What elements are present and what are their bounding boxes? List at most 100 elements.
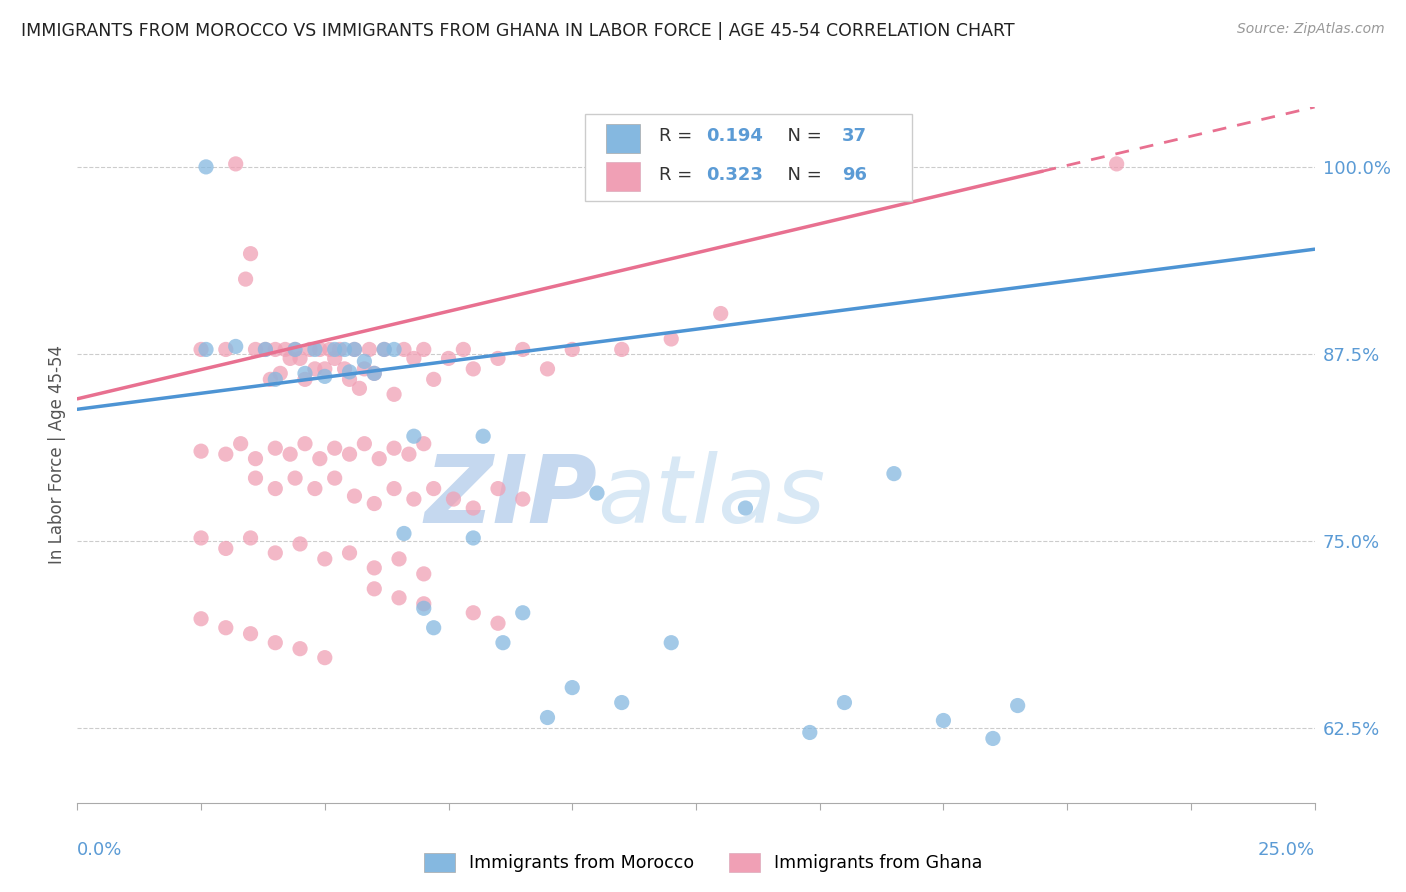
Text: 37: 37 <box>842 127 868 145</box>
Point <box>284 343 307 357</box>
Text: N =: N = <box>776 166 828 184</box>
Legend: Immigrants from Morocco, Immigrants from Ghana: Immigrants from Morocco, Immigrants from… <box>416 846 990 879</box>
Point <box>333 343 356 357</box>
Point <box>412 343 434 357</box>
Point <box>323 471 346 485</box>
Point <box>412 566 434 581</box>
Point <box>486 351 509 366</box>
Point <box>225 157 247 171</box>
Point <box>463 531 485 545</box>
Point <box>512 343 534 357</box>
Point <box>195 160 218 174</box>
Point <box>215 621 238 635</box>
Point <box>710 306 733 320</box>
FancyBboxPatch shape <box>585 114 912 201</box>
Point <box>284 471 307 485</box>
Text: 96: 96 <box>842 166 868 184</box>
Point <box>308 343 330 357</box>
Point <box>382 343 405 357</box>
Point <box>363 497 385 511</box>
Point <box>453 343 475 357</box>
Point <box>264 482 287 496</box>
Point <box>239 626 262 640</box>
Point <box>561 681 583 695</box>
Point <box>278 351 301 366</box>
Text: IMMIGRANTS FROM MOROCCO VS IMMIGRANTS FROM GHANA IN LABOR FORCE | AGE 45-54 CORR: IMMIGRANTS FROM MOROCCO VS IMMIGRANTS FR… <box>21 22 1015 40</box>
Point <box>398 447 420 461</box>
Point <box>339 365 361 379</box>
Point <box>359 343 381 357</box>
Point <box>339 372 361 386</box>
Point <box>392 526 415 541</box>
Point <box>254 343 277 357</box>
Point <box>329 343 352 357</box>
Point <box>269 367 291 381</box>
Text: 0.194: 0.194 <box>706 127 762 145</box>
Point <box>245 471 267 485</box>
Text: 0.0%: 0.0% <box>77 841 122 859</box>
Point <box>215 343 238 357</box>
Point <box>363 561 385 575</box>
Point <box>834 696 856 710</box>
Point <box>239 246 262 260</box>
Point <box>294 367 316 381</box>
Point <box>288 641 311 656</box>
Point <box>314 650 336 665</box>
Point <box>402 491 425 506</box>
Point <box>254 343 277 357</box>
Point <box>373 343 395 357</box>
Point <box>512 606 534 620</box>
Point <box>319 343 342 357</box>
Point <box>492 636 515 650</box>
Point <box>239 531 262 545</box>
Point <box>259 372 281 386</box>
Point <box>1007 698 1029 713</box>
Point <box>190 343 212 357</box>
Point <box>190 612 212 626</box>
Text: ZIP: ZIP <box>425 450 598 542</box>
Point <box>486 616 509 631</box>
Point <box>368 451 391 466</box>
Point <box>304 343 326 357</box>
Point <box>353 354 375 368</box>
Point <box>274 343 297 357</box>
Point <box>586 486 609 500</box>
Point <box>412 597 434 611</box>
Point <box>323 351 346 366</box>
Point <box>314 362 336 376</box>
Point <box>264 372 287 386</box>
Point <box>278 447 301 461</box>
Point <box>264 343 287 357</box>
Point <box>288 537 311 551</box>
Text: 25.0%: 25.0% <box>1257 841 1315 859</box>
Point <box>353 362 375 376</box>
Point <box>363 367 385 381</box>
FancyBboxPatch shape <box>606 161 640 191</box>
Point <box>610 696 633 710</box>
Point <box>339 447 361 461</box>
Point <box>323 441 346 455</box>
Point <box>264 636 287 650</box>
Point <box>373 343 395 357</box>
Point <box>294 436 316 450</box>
Point <box>734 501 756 516</box>
Point <box>304 482 326 496</box>
Text: R =: R = <box>659 127 697 145</box>
Point <box>343 343 366 357</box>
Point <box>363 582 385 596</box>
Point <box>343 489 366 503</box>
Point <box>392 343 415 357</box>
FancyBboxPatch shape <box>606 124 640 153</box>
Point <box>536 710 558 724</box>
Point <box>422 482 444 496</box>
Point <box>932 714 955 728</box>
Point <box>388 552 411 566</box>
Point <box>412 601 434 615</box>
Point <box>422 621 444 635</box>
Text: 0.323: 0.323 <box>706 166 762 184</box>
Point <box>437 351 460 366</box>
Point <box>402 351 425 366</box>
Point <box>388 591 411 605</box>
Point <box>799 725 821 739</box>
Point <box>659 636 682 650</box>
